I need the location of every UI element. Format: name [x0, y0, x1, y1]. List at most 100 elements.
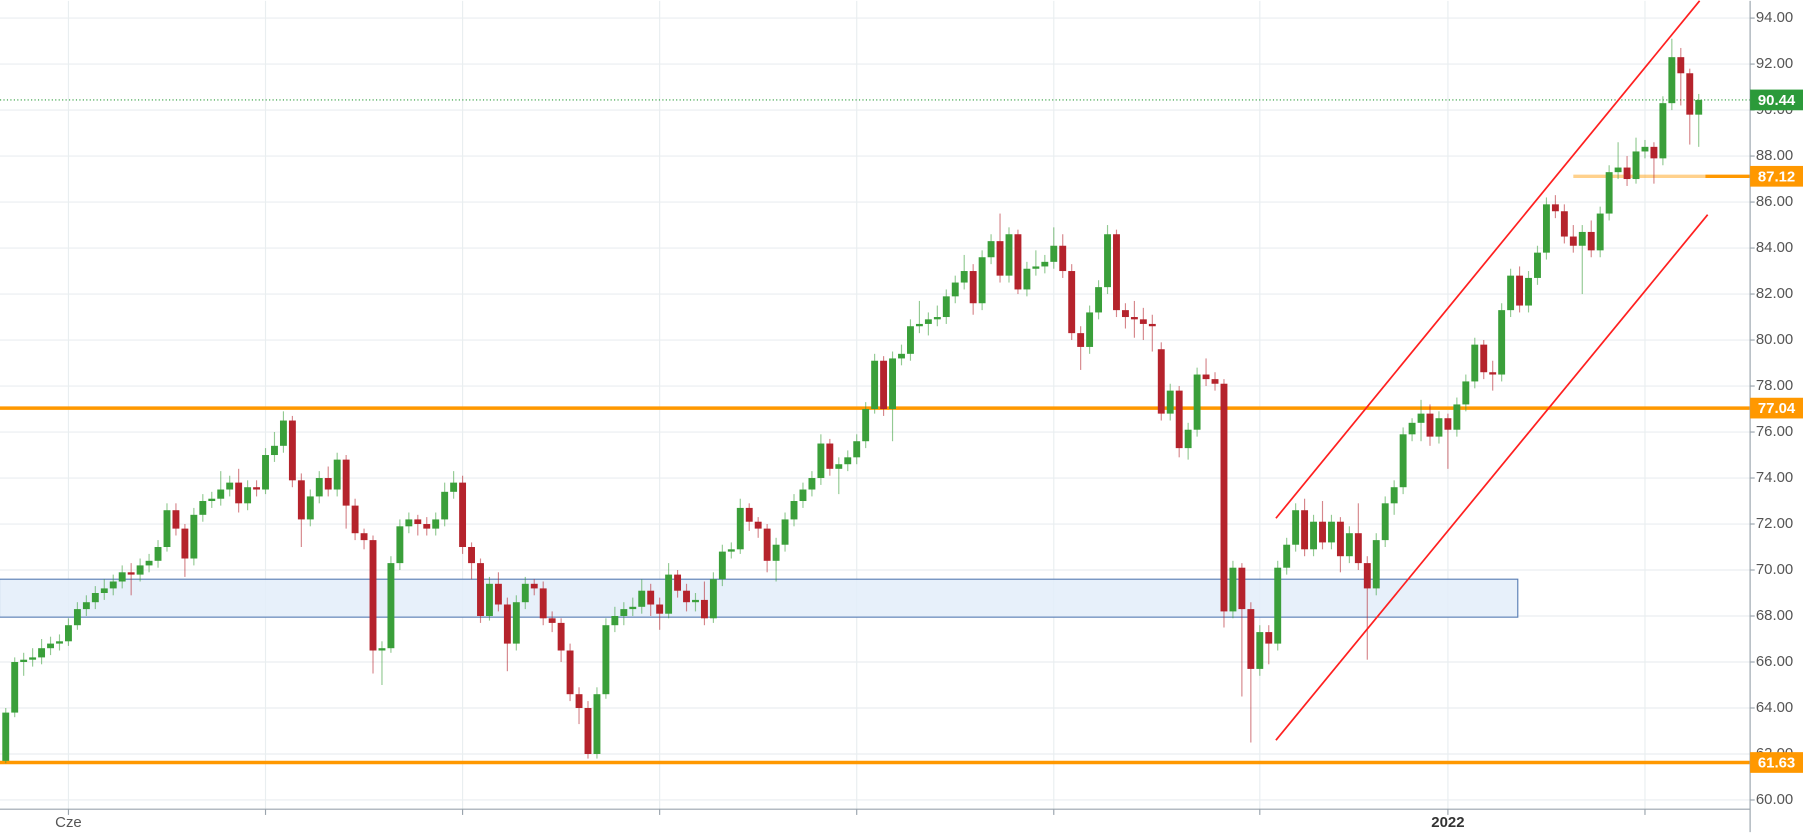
candle-body — [1525, 277, 1532, 306]
candle-body — [1113, 234, 1120, 311]
candle-body — [1426, 413, 1434, 437]
candle-body — [262, 455, 269, 490]
price-box-label: 90.44 — [1758, 92, 1796, 109]
candle-body — [1050, 245, 1058, 262]
x-tick-label: Cze — [55, 814, 82, 831]
candle-body — [1211, 379, 1219, 384]
candle-body — [844, 457, 852, 465]
candle-body — [1086, 312, 1094, 347]
candle-body — [486, 583, 493, 617]
candle-body — [235, 482, 243, 504]
candle-body — [754, 521, 762, 529]
candle-body — [73, 609, 81, 626]
candle-body — [557, 622, 565, 651]
channel-line — [1275, 214, 1709, 741]
price-labels: 90.44 77.04 61.63 87.12 — [1750, 89, 1803, 773]
x-tick-label: 2022 — [1431, 814, 1464, 831]
candle-body — [1095, 287, 1103, 313]
candle-body — [1292, 510, 1300, 545]
candle-body — [1121, 310, 1129, 318]
candle-body — [521, 583, 529, 603]
candle-body — [611, 616, 619, 626]
candle-body — [745, 507, 753, 522]
candle-body — [790, 501, 798, 520]
channel-line — [1275, 0, 1701, 519]
candle-body — [808, 478, 816, 490]
candle-body — [127, 572, 135, 575]
candle-body — [772, 544, 780, 561]
candle-body — [1435, 418, 1443, 437]
candle-body — [2, 712, 10, 761]
candle-body — [718, 551, 726, 580]
candle-body — [530, 583, 538, 589]
candle-body — [396, 526, 404, 564]
candle-body — [324, 478, 332, 490]
y-tick-label: 84.00 — [1756, 239, 1793, 256]
price-box — [1750, 397, 1803, 419]
candle-body — [1569, 236, 1577, 246]
candle-body — [1345, 533, 1353, 557]
candle-body — [880, 360, 888, 410]
candle-body — [405, 519, 413, 527]
candle-body — [1462, 381, 1470, 405]
y-tick-label: 64.00 — [1756, 699, 1793, 716]
candles — [2, 38, 1703, 764]
candle-body — [459, 482, 467, 548]
candle-body — [450, 482, 458, 492]
candle-body — [620, 609, 628, 617]
candle-body — [1686, 73, 1694, 115]
candle-body — [1220, 383, 1228, 612]
candle-body — [1516, 275, 1524, 306]
candle-body — [414, 519, 422, 525]
candle-body — [781, 519, 789, 545]
candle-body — [1175, 390, 1183, 449]
candle-body — [692, 599, 699, 603]
candle-body — [351, 505, 359, 534]
candle-body — [1480, 344, 1488, 373]
candle-body — [1650, 146, 1658, 159]
candle-body — [1247, 609, 1255, 669]
candle-body — [369, 540, 377, 651]
candle-body — [1184, 429, 1192, 449]
candle-body — [468, 547, 475, 564]
candle-body — [1256, 632, 1264, 669]
y-tick-label: 68.00 — [1756, 607, 1793, 624]
candle-body — [1498, 310, 1506, 375]
candle-body — [960, 271, 968, 283]
candle-body — [208, 498, 216, 502]
candle-body — [862, 409, 870, 442]
price-box-label: 77.04 — [1758, 400, 1796, 417]
zone-layer — [0, 578, 1519, 618]
candle-body — [172, 510, 180, 529]
candle-body — [1354, 533, 1362, 564]
channel-layer — [1275, 0, 1709, 741]
candle-body — [1077, 333, 1085, 347]
candle-body — [709, 579, 717, 619]
candle-body — [638, 590, 646, 607]
candle-body — [1542, 204, 1550, 253]
candle-body — [539, 588, 547, 619]
candle-body — [1596, 213, 1604, 251]
candle-body — [315, 478, 323, 497]
candle-body — [154, 547, 162, 561]
candle-body — [1032, 266, 1040, 269]
candle-body — [996, 241, 1004, 276]
candle-body — [56, 641, 63, 644]
y-tick-label: 72.00 — [1756, 515, 1793, 532]
candle-body — [1372, 540, 1380, 589]
candle-body — [441, 491, 449, 520]
candle-body — [1301, 510, 1309, 550]
candle-body — [477, 563, 484, 617]
candle-body — [190, 514, 198, 559]
candle-body — [378, 648, 386, 651]
candle-body — [494, 583, 502, 605]
candle-body — [969, 271, 977, 304]
candle-body — [65, 625, 72, 642]
candle-body — [1363, 563, 1371, 589]
candle-body — [1193, 374, 1201, 430]
candle-body — [342, 459, 350, 506]
candle-body — [1641, 146, 1649, 152]
price-box-label: 61.63 — [1758, 755, 1795, 772]
